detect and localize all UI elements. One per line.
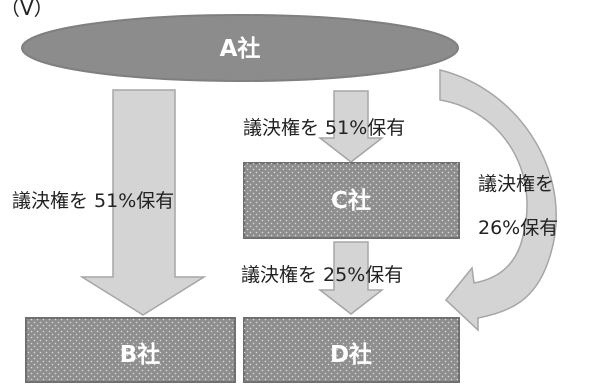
company-c-pattern — [244, 163, 459, 238]
company-a-label: A社 — [220, 35, 261, 62]
relation-a-c-label: 議決権を 51%保有 — [243, 117, 406, 139]
company-d-pattern — [244, 318, 459, 382]
arrow-a-to-b — [79, 89, 207, 316]
arrow-a-to-d-curved — [439, 69, 557, 332]
company-a-ellipse — [21, 14, 459, 82]
company-c-label: C社 — [331, 187, 371, 214]
arrow-c-to-d — [317, 241, 385, 315]
relation-c-d-label: 議決権を 25%保有 — [241, 264, 404, 286]
relation-a-d-label-line2: 26%保有 — [478, 217, 559, 239]
arrow-a-to-c — [317, 90, 385, 163]
relation-a-d-label-line1: 議決権を — [478, 173, 555, 195]
relation-a-b-label: 議決権を 51%保有 — [12, 190, 175, 212]
roman-numeral-label: （Ⅴ） — [0, 0, 54, 20]
company-b-label: B社 — [120, 341, 161, 368]
company-b-pattern — [26, 318, 235, 382]
company-d-label: D社 — [330, 341, 372, 368]
